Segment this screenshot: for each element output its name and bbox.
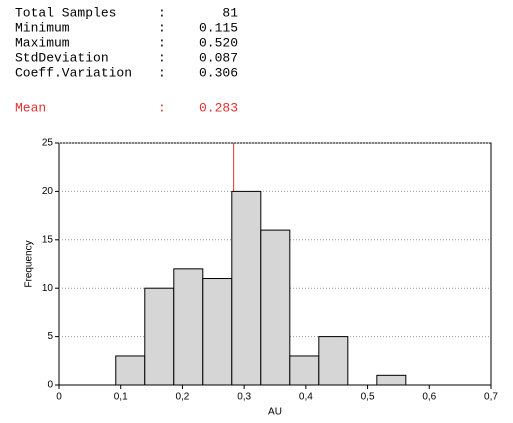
stat-label: Total Samples	[15, 5, 116, 20]
y-tick-label: 10	[42, 283, 54, 294]
bar	[173, 268, 204, 386]
bar	[260, 229, 291, 386]
bar	[202, 278, 233, 386]
stat-value: 81	[222, 5, 238, 20]
mean-separator: :	[158, 100, 166, 115]
x-tick-label: 0	[56, 392, 62, 403]
stat-label: Maximum	[15, 35, 70, 50]
y-tick-label: 15	[42, 234, 54, 245]
bar	[289, 355, 320, 386]
stat-separator: :	[158, 5, 166, 20]
x-axis-title: AU	[268, 407, 282, 418]
y-tick-label: 5	[47, 331, 53, 342]
stat-value: 0.520	[199, 35, 238, 50]
x-tick-label: 0,1	[114, 392, 128, 403]
y-tick-label: 25	[42, 138, 54, 149]
x-tick-label: 0,5	[361, 392, 375, 403]
bar	[376, 374, 407, 386]
stat-label: StdDeviation	[15, 50, 109, 65]
x-tick-label: 0,7	[484, 392, 498, 403]
mean-value: 0.283	[199, 100, 238, 115]
y-axis-title: Frequency	[24, 240, 35, 287]
y-tick-label: 20	[42, 186, 54, 197]
stat-value: 0.087	[199, 50, 238, 65]
bar	[144, 287, 175, 386]
stat-separator: :	[158, 65, 166, 80]
stat-separator: :	[158, 50, 166, 65]
stat-separator: :	[158, 20, 166, 35]
stat-label: Minimum	[15, 20, 70, 35]
stat-separator: :	[158, 35, 166, 50]
stat-value: 0.306	[199, 65, 238, 80]
bar	[115, 355, 146, 386]
mean-label: Mean	[15, 100, 46, 115]
x-tick-label: 0,4	[299, 392, 313, 403]
stat-label: Coeff.Variation	[15, 65, 132, 80]
bar	[318, 336, 349, 386]
x-tick-label: 0,6	[422, 392, 436, 403]
x-tick-label: 0,2	[175, 392, 189, 403]
y-tick-label: 0	[47, 380, 53, 391]
stat-value: 0.115	[199, 20, 238, 35]
bar	[231, 190, 262, 386]
x-tick-label: 0,3	[237, 392, 251, 403]
